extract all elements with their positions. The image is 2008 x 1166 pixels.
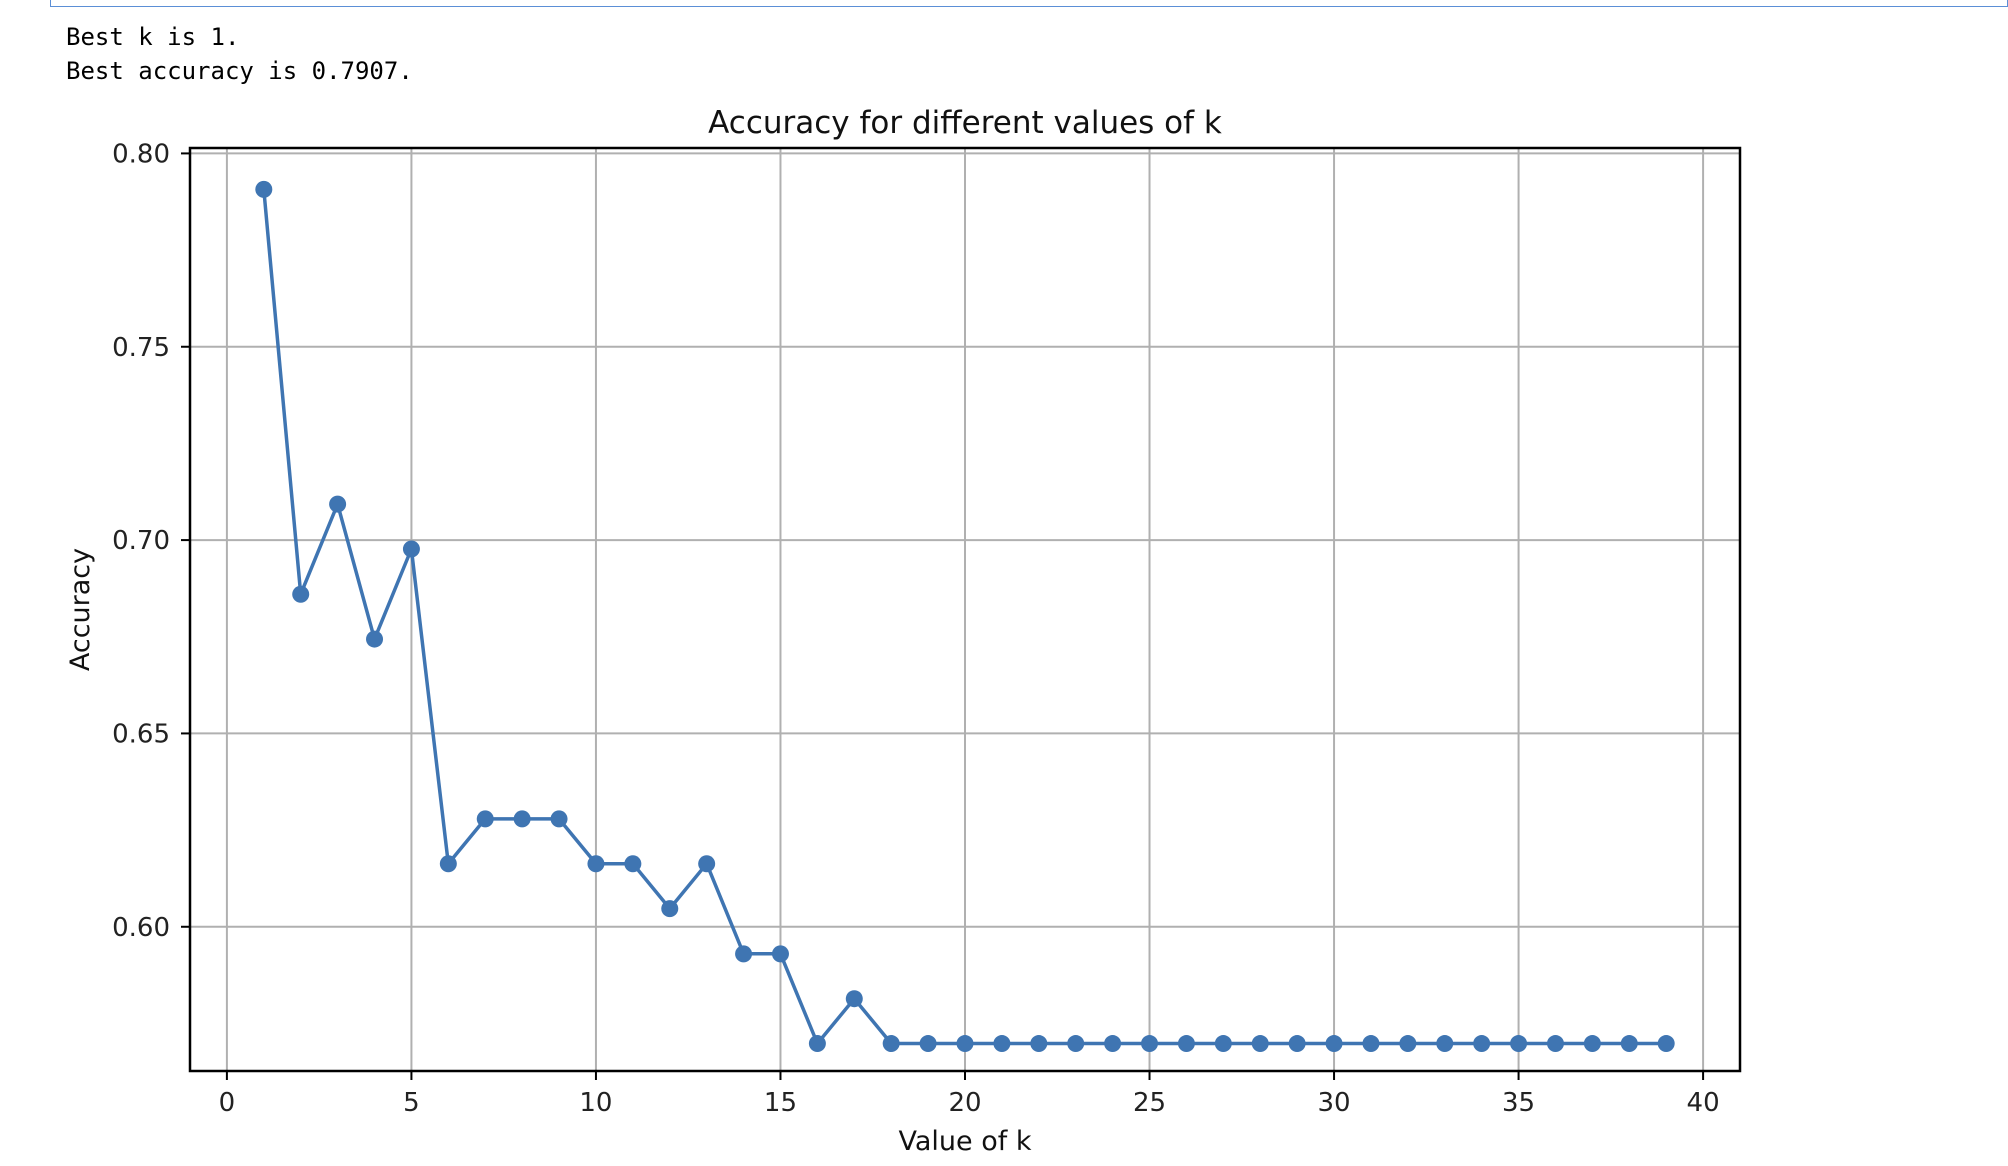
data-point [513, 810, 531, 828]
data-point [1325, 1035, 1343, 1053]
x-tick-label: 15 [764, 1088, 797, 1118]
data-point [292, 585, 310, 603]
x-tick-label: 35 [1502, 1088, 1535, 1118]
x-tick-label: 5 [403, 1088, 420, 1118]
data-point [1583, 1035, 1601, 1053]
data-point [1251, 1035, 1269, 1053]
cell-output: Best k is 1. Best accuracy is 0.7907. [66, 20, 413, 88]
data-point [1620, 1035, 1638, 1053]
data-point [1141, 1035, 1159, 1053]
data-point [1436, 1035, 1454, 1053]
y-tick-label: 0.70 [112, 526, 170, 556]
data-point [1510, 1035, 1528, 1053]
data-point [845, 990, 863, 1008]
y-tick-label: 0.75 [112, 333, 170, 363]
data-point [993, 1035, 1011, 1053]
data-point [329, 495, 347, 513]
data-point [1030, 1035, 1048, 1053]
output-line-best-accuracy: Best accuracy is 0.7907. [66, 57, 413, 85]
y-tick-label: 0.65 [112, 719, 170, 749]
data-point [1362, 1035, 1380, 1053]
data-point [476, 810, 494, 828]
y-tick-label: 0.60 [112, 913, 170, 943]
data-point [1177, 1035, 1195, 1053]
data-point [735, 945, 753, 963]
accuracy-chart: 0 5 10 15 20 25 30 35 40 0.60 0.65 0.70 0.75 0.80 Accu… [65, 105, 1742, 1157]
x-tick-label: 20 [948, 1088, 981, 1118]
x-tick-label: 25 [1133, 1088, 1166, 1118]
data-point [771, 945, 789, 963]
data-point [402, 540, 420, 558]
data-point [1104, 1035, 1122, 1053]
data-point [1546, 1035, 1564, 1053]
data-point [255, 180, 273, 198]
data-point [1214, 1035, 1232, 1053]
y-tick-label: 0.80 [112, 139, 170, 169]
data-point [661, 900, 679, 918]
data-point [1288, 1035, 1306, 1053]
data-point [624, 855, 642, 873]
x-tick-label: 10 [579, 1088, 612, 1118]
data-point [1067, 1035, 1085, 1053]
data-point [439, 855, 457, 873]
x-tick-label: 40 [1687, 1088, 1720, 1118]
data-point [919, 1035, 937, 1053]
y-axis-label: Accuracy [65, 548, 96, 671]
x-tick-label: 0 [219, 1088, 236, 1118]
data-point [587, 855, 605, 873]
data-point [698, 855, 716, 873]
x-tick-label: 30 [1318, 1088, 1351, 1118]
data-point [1473, 1035, 1491, 1053]
x-axis-label: Value of k [899, 1126, 1032, 1157]
output-line-best-k: Best k is 1. [66, 23, 240, 51]
data-point [882, 1035, 900, 1053]
chart-title: Accuracy for different values of k [708, 105, 1222, 141]
data-point [366, 630, 384, 648]
data-point [808, 1035, 826, 1053]
data-point [550, 810, 568, 828]
cell-border [50, 0, 2008, 7]
data-point [956, 1035, 974, 1053]
data-point [1399, 1035, 1417, 1053]
data-point [1657, 1035, 1675, 1053]
